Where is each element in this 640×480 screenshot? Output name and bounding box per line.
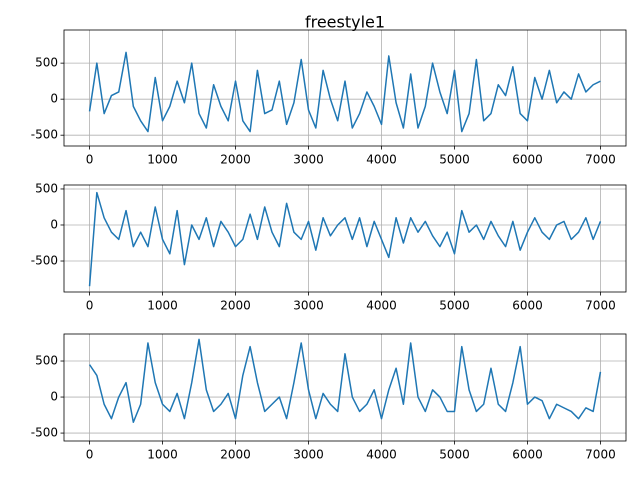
y-tick-label: 500 [35, 181, 58, 195]
x-tick-label: 5000 [439, 153, 470, 167]
y-tick-label: 500 [35, 354, 58, 368]
x-tick-label: 2000 [220, 153, 251, 167]
x-tick-label: 3000 [293, 153, 324, 167]
axes-frame [63, 333, 627, 442]
y-tick-label: -500 [31, 426, 58, 440]
y-tick-label: -500 [31, 128, 58, 142]
x-tick-label: 5000 [439, 299, 470, 313]
x-tick-label: 1000 [147, 153, 178, 167]
x-tick-label: 0 [86, 448, 94, 462]
data-line [88, 191, 602, 287]
y-tick-label: -500 [31, 254, 58, 268]
x-tick-label: 7000 [585, 448, 616, 462]
chart-title: freestyle1 [305, 13, 385, 32]
x-tick-label: 4000 [366, 153, 397, 167]
x-tick-label: 6000 [512, 153, 543, 167]
x-tick-label: 4000 [366, 448, 397, 462]
x-tick-label: 2000 [220, 299, 251, 313]
y-tick-label: 0 [50, 217, 58, 231]
x-tick-label: 3000 [293, 299, 324, 313]
axes-frame [63, 184, 627, 293]
x-tick-label: 7000 [585, 299, 616, 313]
x-tick-label: 6000 [512, 448, 543, 462]
x-tick-label: 0 [86, 299, 94, 313]
axes-frame [63, 29, 627, 147]
x-tick-label: 3000 [293, 448, 324, 462]
x-tick-label: 4000 [366, 299, 397, 313]
data-line [88, 51, 601, 133]
y-tick-label: 500 [35, 56, 58, 70]
x-tick-label: 1000 [147, 299, 178, 313]
x-tick-label: 6000 [512, 299, 543, 313]
y-tick-label: 0 [50, 92, 58, 106]
y-tick-label: 0 [50, 390, 58, 404]
data-line [88, 338, 602, 424]
x-tick-label: 5000 [439, 448, 470, 462]
x-tick-label: 7000 [585, 153, 616, 167]
x-tick-label: 1000 [147, 448, 178, 462]
x-tick-label: 2000 [220, 448, 251, 462]
x-tick-label: 0 [86, 153, 94, 167]
